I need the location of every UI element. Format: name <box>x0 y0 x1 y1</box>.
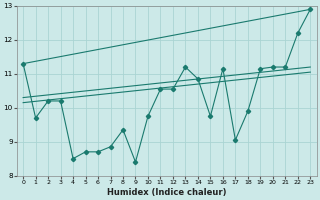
X-axis label: Humidex (Indice chaleur): Humidex (Indice chaleur) <box>107 188 227 197</box>
